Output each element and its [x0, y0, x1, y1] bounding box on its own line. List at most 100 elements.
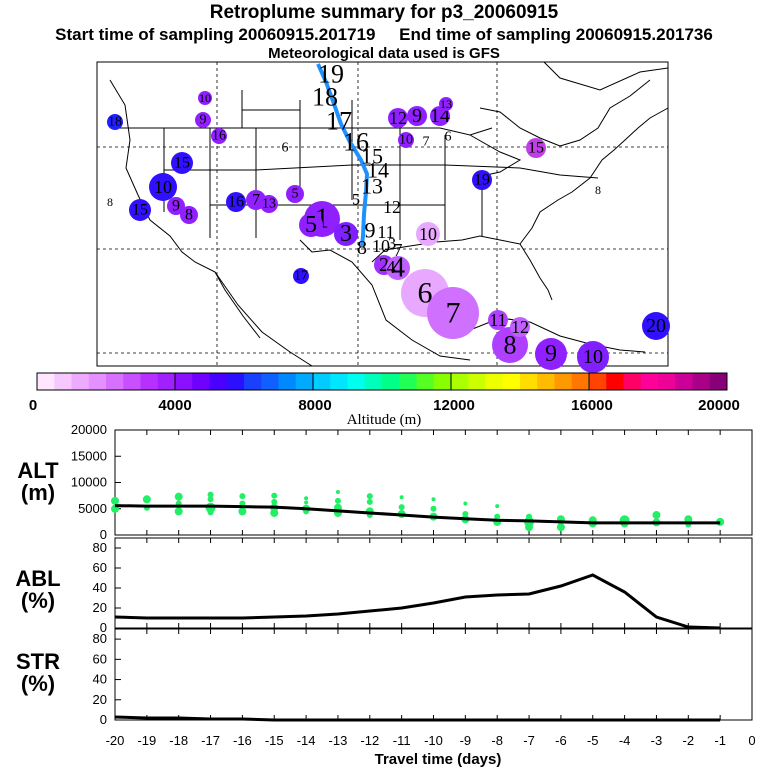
colorbar-swatch-38	[692, 373, 711, 390]
str-ylabel: STR	[16, 649, 60, 674]
colorbar-swatch-22	[416, 373, 435, 390]
plume-marker-30	[226, 192, 246, 212]
alt-point-23	[334, 497, 341, 504]
colorbar-swatch-17	[330, 373, 348, 390]
time-series-panels: 05000100001500020000020406080020406080-2…	[71, 422, 756, 748]
alt-panel: 0 5000 10000 15000 20000	[71, 422, 753, 542]
plume-marker-label-23: 16	[212, 129, 226, 144]
altitude-colorbar	[36, 372, 728, 391]
colorbar-swatch-37	[675, 373, 693, 390]
xtick-label-2: -18	[169, 733, 188, 748]
xtick-label-10: -10	[424, 733, 443, 748]
alt-line	[114, 504, 721, 525]
alt-point-30	[399, 495, 404, 500]
alt-point-14	[271, 492, 278, 499]
xtick-label-11: -9	[460, 733, 472, 748]
str-ytick-2: 40	[93, 672, 107, 687]
colorbar-swatch-4	[106, 373, 124, 390]
plume-marker-label-19: 10	[399, 133, 413, 148]
colorbar-swatch-3	[88, 373, 107, 390]
plume-marker-label-27: 15	[132, 202, 148, 219]
xtick-label-5: -15	[265, 733, 284, 748]
str-panel: 0 20 40 60 80	[93, 628, 753, 727]
colorbar-label: Altitude (m)	[347, 412, 422, 428]
plume-marker-label-7: 8	[504, 331, 517, 360]
day-label-20: 8	[595, 183, 601, 197]
plume-marker-label-25: 15	[174, 155, 190, 172]
xtick-label-15: -5	[587, 733, 599, 748]
plume-marker-label-34: 17	[294, 269, 308, 284]
alt-point-10	[207, 509, 214, 516]
str-ytick-3: 60	[93, 651, 107, 666]
colorbar-frame	[36, 372, 728, 391]
day-label-1: 18	[312, 83, 338, 112]
trajectory-line	[316, 63, 370, 247]
alt-point-39	[495, 504, 500, 509]
alt-point-54	[684, 515, 693, 524]
day-label-8: 11	[377, 222, 394, 242]
alt-ytick-1: 5000	[78, 501, 107, 516]
str-line	[114, 715, 721, 722]
abl-ytick-1: 20	[93, 600, 107, 615]
colorbar-swatch-23	[433, 373, 452, 390]
day-label-14: 5	[352, 192, 360, 209]
alt-ytick-4: 20000	[71, 422, 107, 437]
colorbar-swatch-1	[54, 373, 72, 390]
colorbar-swatch-6	[140, 373, 159, 390]
day-label-4: 15	[361, 144, 383, 169]
plume-marker-label-14: 15	[528, 140, 544, 157]
plume-marker-label-5: 6	[418, 277, 433, 310]
abl-ytick-3: 60	[93, 560, 107, 575]
plume-marker-label-21: 10	[199, 91, 211, 105]
colorbar-swatch-39	[709, 373, 728, 390]
colorbar-swatch-27	[502, 373, 521, 390]
plume-marker-6	[427, 287, 479, 339]
plume-marker-3	[386, 256, 410, 280]
met-data-note: Meteorological data used is GFS	[268, 45, 500, 62]
sampling-times: Start time of sampling 20060915.201719 E…	[0, 25, 768, 45]
day-label-17: 7	[423, 135, 430, 150]
plume-marker-label-30: 16	[228, 194, 244, 211]
day-label-11: 8	[357, 237, 367, 259]
xtick-label-3: -17	[201, 733, 220, 748]
alt-point-8	[207, 496, 214, 503]
plume-marker-label-1: 2	[379, 254, 389, 276]
plume-marker-label-4: 5	[305, 212, 317, 238]
abl-yunit: (%)	[21, 588, 55, 613]
day-label-3: 16	[343, 128, 369, 157]
plume-marker-26	[149, 173, 177, 201]
xtick-label-1: -19	[137, 733, 156, 748]
day-label-18: 6	[445, 130, 452, 145]
plume-marker-label-26: 10	[154, 177, 172, 197]
plume-marker-4	[299, 213, 323, 237]
colorbar-swatch-16	[313, 373, 331, 390]
alt-point-47	[556, 523, 565, 532]
plume-marker-21	[198, 91, 212, 105]
colorbar-swatch-36	[658, 373, 676, 390]
plume-marker-14	[526, 138, 546, 158]
alt-point-17	[270, 508, 279, 517]
alt-point-37	[462, 511, 469, 517]
abl-line	[114, 573, 721, 630]
end-time: End time of sampling 20060915.201736	[399, 25, 713, 44]
alt-point-6	[174, 507, 183, 516]
xtick-label-9: -11	[393, 733, 411, 748]
alt-point-15	[271, 498, 278, 505]
plume-marker-label-28: 9	[172, 198, 180, 215]
x-axis-label: Travel time (days)	[375, 751, 502, 768]
plume-marker-label-2: 3	[340, 221, 352, 247]
plume-marker-11	[510, 317, 530, 337]
plume-marker-27	[129, 199, 151, 221]
abl-ytick-4: 80	[93, 540, 107, 555]
plume-marker-label-24: 18	[108, 115, 122, 130]
alt-point-33	[431, 497, 436, 502]
plume-marker-label-12: 20	[646, 315, 666, 337]
abl-ytick-0: 0	[100, 620, 107, 635]
abl-panel: 0 20 40 60 80	[93, 537, 753, 635]
colorbar-swatch-12	[244, 373, 262, 390]
alt-point-27	[366, 498, 373, 505]
plume-marker-12	[642, 312, 670, 340]
day-label-13: 6	[282, 141, 289, 156]
